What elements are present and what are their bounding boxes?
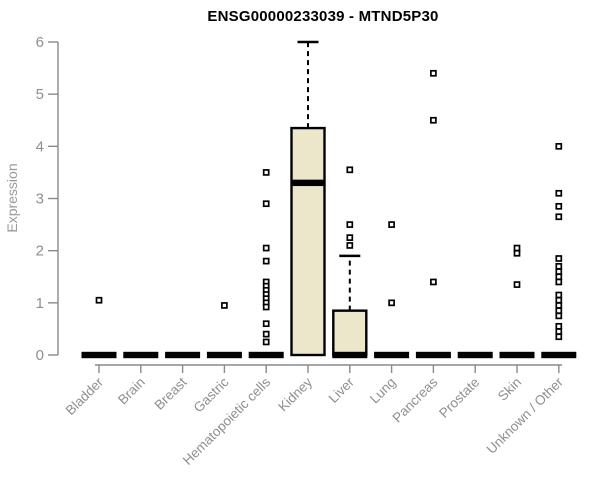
outlier-point xyxy=(555,333,563,341)
x-tick-label: Lung xyxy=(367,375,399,407)
median-Prostate xyxy=(457,351,493,359)
box-Liver xyxy=(332,309,368,357)
median-Unknown / Other xyxy=(541,351,577,359)
outlier-point xyxy=(555,273,563,281)
median-Breast xyxy=(165,351,201,359)
outlier-point xyxy=(95,296,103,304)
median-Bladder xyxy=(81,351,117,359)
outlier-point xyxy=(555,202,563,210)
outlier-point xyxy=(262,244,270,252)
outlier-point xyxy=(430,116,437,124)
boxplots xyxy=(81,40,577,359)
x-tick-label: Brain xyxy=(115,375,148,408)
outlier-point xyxy=(555,213,563,221)
outlier-point xyxy=(346,221,354,228)
y-tick-label: 1 xyxy=(36,295,44,312)
outlier-point xyxy=(430,278,437,286)
outlier-point xyxy=(555,328,563,335)
outlier-point xyxy=(262,257,270,265)
y-tick-label: 2 xyxy=(36,243,44,260)
median-Gastric xyxy=(206,351,242,359)
chart-title: ENSG00000233039 - MTND5P30 xyxy=(207,8,439,25)
outlier-point xyxy=(555,296,563,304)
outlier-point xyxy=(346,242,354,249)
y-axis: 0 1 2 3 4 5 6 xyxy=(36,34,59,364)
outlier-point xyxy=(555,255,563,262)
x-tick-label: Skin xyxy=(495,375,524,404)
outlier-point xyxy=(262,330,270,338)
y-tick-label: 6 xyxy=(36,34,44,51)
outlier-point xyxy=(262,303,270,311)
median-Liver xyxy=(332,351,368,359)
outlier-point xyxy=(555,189,563,197)
x-tick-label: Gastric xyxy=(191,374,232,415)
y-tick-label: 3 xyxy=(36,191,44,208)
outlier-point xyxy=(555,278,563,286)
outlier-point xyxy=(555,312,563,320)
outlier-point xyxy=(221,302,228,309)
y-tick-label: 4 xyxy=(36,138,44,155)
outlier-point xyxy=(555,322,563,330)
x-tick-label: Kidney xyxy=(275,374,315,414)
outlier-point xyxy=(513,281,521,288)
outlier-point xyxy=(262,169,270,176)
median-Lung xyxy=(374,351,410,359)
median-Skin xyxy=(499,351,535,359)
median-Kidney xyxy=(290,179,326,187)
outlier-point xyxy=(513,244,521,252)
box-Kidney xyxy=(290,126,326,357)
outlier-point xyxy=(346,166,354,174)
y-tick-label: 0 xyxy=(36,347,44,364)
outlier-point xyxy=(555,262,563,270)
outlier-point xyxy=(555,291,563,299)
x-tick-label: Liver xyxy=(326,374,358,406)
median-Pancreas xyxy=(415,351,451,359)
x-tick-label: Breast xyxy=(152,374,190,412)
y-tick-label: 5 xyxy=(36,86,44,103)
outlier-points xyxy=(95,69,563,346)
outlier-point xyxy=(555,302,563,309)
x-tick-label: Bladder xyxy=(63,374,107,418)
x-tick-label: Pancreas xyxy=(390,374,441,425)
outlier-point xyxy=(513,249,521,257)
median-Hematopoietic cells xyxy=(248,351,284,359)
outlier-point xyxy=(430,69,437,77)
x-tick-label: Prostate xyxy=(436,375,482,421)
outlier-point xyxy=(555,268,563,275)
median-Brain xyxy=(123,351,159,359)
outlier-point xyxy=(262,200,270,208)
outlier-point xyxy=(555,142,563,150)
x-tick-label: Unknown / Other xyxy=(484,374,567,457)
outlier-point xyxy=(262,320,270,328)
outlier-point xyxy=(555,307,563,315)
outlier-point xyxy=(388,299,395,307)
outlier-point xyxy=(346,234,354,241)
outlier-point xyxy=(262,338,270,346)
outlier-point xyxy=(388,221,395,228)
